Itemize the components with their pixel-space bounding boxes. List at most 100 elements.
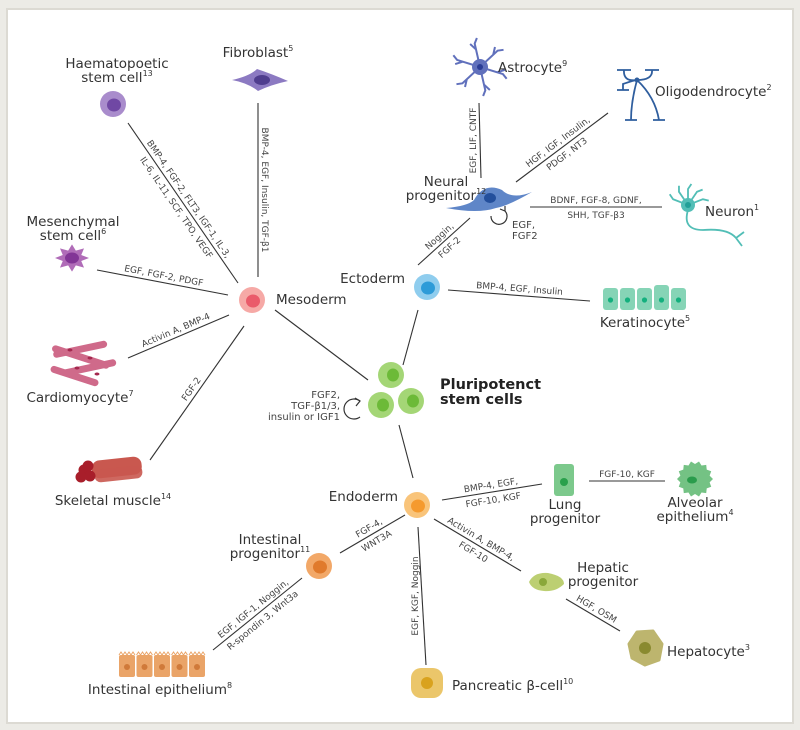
edge-neural-oligodendrocyte: HGF, IGF, Insulin,PDGF, NT3 xyxy=(515,112,609,183)
edge-endoderm-pancreatic: EGF, KGF, Noggin xyxy=(411,526,427,666)
cell-label-keratinocyte: Keratinocyte5 xyxy=(600,314,690,331)
connector-line xyxy=(447,289,591,302)
growth-factor-label: Activin A, BMP-4 xyxy=(140,312,212,350)
edge-neural-neuron: BDNF, FGF-8, GDNF, SHH, TGF-β3 xyxy=(530,196,662,221)
connector-line xyxy=(402,309,419,366)
edge-mesoderm-skeletal: FGF-2 xyxy=(149,325,245,461)
cell-label-mesenchymal: Mesenchymal stem cell6 xyxy=(27,214,120,244)
reference-superscript: 12 xyxy=(476,187,486,196)
self-renewal-arrow-icon xyxy=(343,397,361,420)
edge-intprog-intepith: EGF, IGF-1, Noggin,R-spondin 3, Wnt3a xyxy=(212,577,303,653)
ectoderm-cell-icon xyxy=(414,274,440,300)
cell-label-endoderm: Endoderm xyxy=(329,489,398,505)
growth-factor-label: BMP-4, FGF-2, FLT3, IGF-1, IL-3, xyxy=(144,139,232,261)
reference-superscript: 14 xyxy=(161,492,171,501)
reference-superscript: 7 xyxy=(128,389,133,398)
growth-factor-label: BDNF, FGF-8, GDNF, xyxy=(550,196,641,206)
self-renewal-factor-label: EGF, xyxy=(512,220,535,231)
edge-mesoderm-haematopoetic: BMP-4, FGF-2, FLT3, IGF-1, IL-3,IL-6, IL… xyxy=(127,122,239,284)
connector-line xyxy=(339,514,406,554)
astrocyte-icon xyxy=(452,37,508,97)
pancreatic-beta-cell-icon xyxy=(411,668,443,698)
edge-endoderm-lung: BMP-4, EGF,FGF-10, KGF xyxy=(441,477,543,511)
connector-line xyxy=(127,122,239,284)
self-renewal-pluripotent: FGF2,TGF-β1/3,insulin or IGF1 xyxy=(268,390,361,423)
mesenchymal-cell-icon xyxy=(55,244,89,272)
connector-line xyxy=(515,112,609,183)
reference-superscript: 10 xyxy=(563,677,573,686)
reference-superscript: 5 xyxy=(685,314,690,323)
cell-label-lung: Lung progenitor xyxy=(530,497,601,527)
reference-superscript: 2 xyxy=(766,83,771,92)
cell-label-pluripotent: Pluripotenct stem cells xyxy=(440,377,541,408)
cell-label-fibroblast: Fibroblast5 xyxy=(223,44,294,61)
growth-factor-label: EGF, KGF, Noggin xyxy=(411,556,421,635)
edge-endoderm-hepatic: Activin A, BMP-4,FGF-10 xyxy=(433,516,522,572)
edge-neural-astrocyte: EGF, LIF, CNTF xyxy=(469,102,482,179)
connector-line xyxy=(417,217,471,266)
edge-mesoderm-cardiomyocyte: Activin A, BMP-4 xyxy=(127,312,230,359)
skeletal-muscle-icon xyxy=(75,456,143,483)
pluripotent-stem-cells-icon xyxy=(368,362,424,418)
labels: Haematopoetic stem cell13 Fibroblast5 Mesen… xyxy=(26,44,771,698)
self-renewal-factor-label: FGF2, xyxy=(311,390,340,401)
cell-label-hepatic: Hepatic progenitor xyxy=(568,560,639,590)
intestinal-progenitor-icon xyxy=(306,553,332,579)
edge-mesoderm-fibroblast: BMP-4, EGF, Insulin, TGF-β1 xyxy=(257,103,269,277)
reference-superscript: 11 xyxy=(300,545,310,554)
cell-label-neural: Neural progenitor12 xyxy=(406,174,487,204)
cell-label-neuron: Neuron1 xyxy=(705,203,759,220)
connector-line xyxy=(441,483,543,501)
cell-label-ectoderm: Ectoderm xyxy=(340,271,405,287)
reference-superscript: 8 xyxy=(227,681,232,690)
neuron-icon xyxy=(668,183,745,247)
connector-line xyxy=(565,598,621,632)
connector-line xyxy=(398,424,414,479)
hepatocyte-icon xyxy=(627,629,664,667)
reference-superscript: 5 xyxy=(288,44,293,53)
growth-factor-label: EGF, FGF-2, PDGF xyxy=(123,264,204,289)
reference-superscript: 6 xyxy=(101,227,106,236)
edge-endoderm-intprog: FGF-4,WNT3A xyxy=(339,514,406,554)
edge-pluripotent-endoderm xyxy=(398,424,414,479)
edge-lung-alveolar: FGF-10, KGF xyxy=(589,470,665,482)
cell-label-oligodendrocyte: Oligodendrocyte2 xyxy=(655,83,772,100)
cell-label-haematopoetic: Haematopoetic stem cell13 xyxy=(65,56,168,86)
growth-factor-label: HGF, OSM xyxy=(574,594,618,626)
reference-superscript: 9 xyxy=(562,59,567,68)
cell-label-skeletal: Skeletal muscle14 xyxy=(55,492,171,509)
edge-mesoderm-mesenchymal: EGF, FGF-2, PDGF xyxy=(96,264,229,296)
reference-superscript: 1 xyxy=(754,203,759,212)
cell-label-astrocyte: Astrocyte9 xyxy=(498,59,567,76)
self-renewal-neural: EGF,FGF2 xyxy=(490,206,538,242)
cardiomyocyte-icon xyxy=(50,340,117,387)
growth-factor-label: FGF-10, KGF xyxy=(465,492,522,511)
hepatic-progenitor-icon xyxy=(529,572,564,592)
alveolar-epithelium-icon xyxy=(677,461,713,497)
cell-label-pancreatic: Pancreatic β-cell10 xyxy=(452,677,573,694)
neural-progenitor-icon xyxy=(446,187,532,211)
connector-line xyxy=(149,325,245,461)
connector-line xyxy=(433,518,522,572)
edge-pluripotent-ectoderm xyxy=(402,309,419,366)
cell-label-mesoderm: Mesoderm xyxy=(276,292,347,308)
self-renewal-factor-label: insulin or IGF1 xyxy=(268,412,340,423)
cells xyxy=(50,37,745,698)
self-renewal-arrow-icon xyxy=(490,206,508,225)
growth-factor-label: EGF, LIF, CNTF xyxy=(469,108,479,174)
self-renewal-factor-label: TGF-β1/3, xyxy=(290,401,340,412)
edge-ectoderm-keratinocyte: BMP-4, EGF, Insulin xyxy=(447,281,591,302)
connector-line xyxy=(478,102,482,179)
connector-line xyxy=(212,577,303,651)
connector-line xyxy=(96,269,229,296)
endoderm-cell-icon xyxy=(404,492,430,518)
haematopoetic-cell-icon xyxy=(100,91,126,117)
connector-line xyxy=(274,309,369,381)
fibroblast-icon xyxy=(232,69,288,91)
cell-label-intepith: Intestinal epithelium8 xyxy=(88,681,232,698)
reference-superscript: 4 xyxy=(728,508,733,517)
growth-factor-label: FGF-10, KGF xyxy=(599,470,655,480)
intestinal-epithelium-icon xyxy=(118,651,206,677)
keratinocyte-icon xyxy=(603,285,686,310)
reference-superscript: 13 xyxy=(143,69,153,78)
